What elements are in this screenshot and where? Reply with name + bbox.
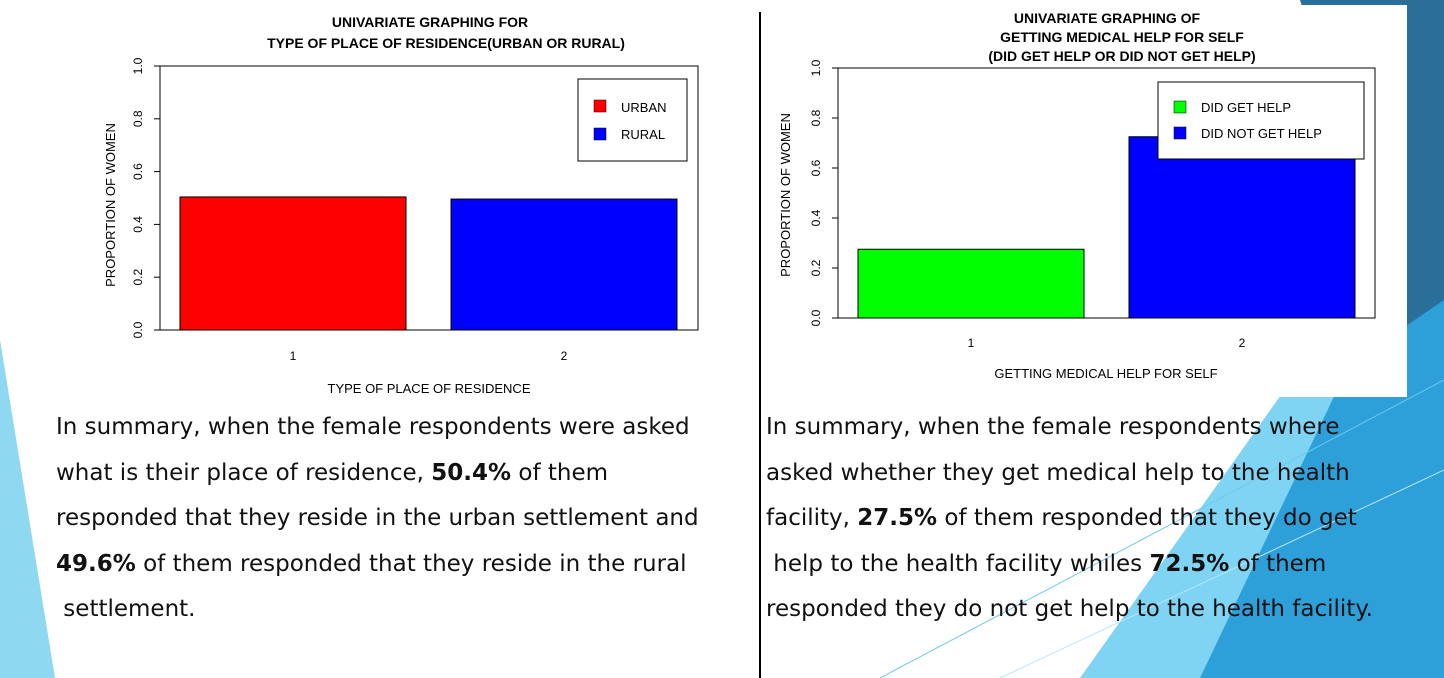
plot-area: 0.0 0.2 0.4 0.6 0.8 1.0 1 2 [809, 59, 1376, 350]
column-divider [759, 12, 761, 678]
chart-residence: UNIVARIATE GRAPHING FOR TYPE OF PLACE OF… [103, 14, 699, 396]
accent-line [879, 379, 1444, 678]
text-segment: what is their place of residence, [56, 459, 432, 486]
bar [179, 196, 407, 331]
y-tick-label: 1.0 [131, 57, 145, 74]
x-axis-label: GETTING MEDICAL HELP FOR SELF [994, 366, 1217, 381]
text-segment: help to the health facility whiles [766, 550, 1150, 577]
rural-percentage: 49.6% [56, 550, 136, 577]
text-segment: of them [1229, 550, 1327, 577]
plot-frame [837, 67, 1376, 319]
legend-swatch-rural [593, 127, 607, 141]
bar [1128, 136, 1356, 319]
y-tick-label: 0.8 [809, 109, 823, 126]
legend-swatch-did-not-get-help [1173, 126, 1187, 140]
x-tick-label: 1 [290, 349, 297, 363]
plot-frame [159, 65, 699, 331]
y-tick-label: 0.4 [809, 209, 823, 226]
summary-line: what is their place of residence, 50.4% … [56, 451, 746, 497]
text-segment: facility, [766, 505, 858, 532]
x-axis-label: TYPE OF PLACE OF RESIDENCE [328, 381, 531, 396]
summary-line: responded they do not get help to the he… [766, 587, 1406, 633]
bar [450, 198, 678, 331]
y-tick-label: 0.2 [131, 269, 145, 286]
accent-shape-left [0, 340, 55, 678]
legend: URBAN RURAL [577, 78, 688, 162]
summary-line: asked whether they get medical help to t… [766, 451, 1406, 497]
y-tick-label: 0.2 [809, 259, 823, 276]
summary-line: settlement. [56, 587, 746, 633]
summary-line: responded that they reside in the urban … [56, 496, 746, 542]
y-tick-label: 0.0 [809, 309, 823, 326]
bar [857, 248, 1085, 319]
legend: DID GET HELP DID NOT GET HELP [1157, 81, 1365, 160]
chart-title-line: (DID GET HELP OR DID NOT GET HELP) [988, 48, 1255, 64]
y-tick-label: 0.4 [131, 216, 145, 233]
text-segment: of them responded that they do get [937, 505, 1357, 532]
text-segment: In summary, when the female respondents … [766, 414, 1340, 440]
y-axis-label: PROPORTION OF WOMEN [103, 123, 118, 287]
summary-line: facility, 27.5% of them responded that t… [766, 496, 1406, 542]
legend-box [1157, 81, 1365, 160]
chart-title-line: UNIVARIATE GRAPHING FOR [332, 14, 528, 30]
text-segment: asked whether they get medical help to t… [766, 459, 1350, 486]
chart-medical-help: UNIVARIATE GRAPHING OF GETTING MEDICAL H… [778, 10, 1376, 381]
text-segment: responded that they reside in the urban … [56, 505, 699, 532]
legend-swatch-urban [593, 99, 607, 113]
text-segment: responded they do not get help to the he… [766, 596, 1373, 623]
text-segment: settlement. [56, 596, 196, 623]
text-segment: In summary, when the female respondents … [56, 414, 690, 440]
did-get-help-percentage: 27.5% [857, 505, 938, 532]
chart-panel-medical-help: UNIVARIATE GRAPHING OF GETTING MEDICAL H… [770, 5, 1407, 397]
text-segment: of them [511, 459, 609, 486]
y-tick-label: 0.6 [131, 163, 145, 180]
text-segment: of them responded that they reside in th… [135, 550, 687, 577]
summary-line: In summary, when the female respondents … [56, 405, 746, 451]
y-tick-label: 0.6 [809, 159, 823, 176]
chart-title-line: GETTING MEDICAL HELP FOR SELF [1000, 29, 1244, 45]
urban-percentage: 50.4% [431, 459, 512, 486]
accent-line [999, 469, 1444, 678]
y-axis-label: PROPORTION OF WOMEN [778, 113, 793, 277]
plot-area: 0.0 0.2 0.4 0.6 0.8 1.0 1 2 [131, 57, 699, 363]
chart-title-line: UNIVARIATE GRAPHING OF [1014, 10, 1201, 26]
legend-box [577, 78, 688, 162]
x-tick-label: 2 [561, 349, 568, 363]
legend-label-rural: RURAL [621, 127, 665, 142]
summary-residence: In summary, when the female respondents … [56, 405, 746, 633]
chart-panel-residence: UNIVARIATE GRAPHING FOR TYPE OF PLACE OF… [70, 8, 730, 408]
summary-line: help to the health facility whiles 72.5%… [766, 542, 1406, 588]
y-tick-label: 0.8 [131, 110, 145, 127]
y-tick-label: 1.0 [809, 59, 823, 76]
y-tick-label: 0.0 [131, 321, 145, 338]
summary-line: In summary, when the female respondents … [766, 405, 1406, 451]
legend-label-did-get-help: DID GET HELP [1201, 100, 1291, 115]
legend-swatch-did-get-help [1173, 100, 1187, 114]
summary-line: 49.6% of them responded that they reside… [56, 542, 746, 588]
did-not-get-help-percentage: 72.5% [1149, 550, 1230, 577]
x-tick-label: 1 [968, 336, 975, 350]
legend-label-urban: URBAN [621, 100, 667, 115]
summary-medical-help: In summary, when the female respondents … [766, 405, 1406, 633]
x-tick-label: 2 [1239, 336, 1246, 350]
chart-title-line: TYPE OF PLACE OF RESIDENCE(URBAN OR RURA… [267, 35, 625, 51]
legend-label-did-not-get-help: DID NOT GET HELP [1201, 126, 1322, 141]
